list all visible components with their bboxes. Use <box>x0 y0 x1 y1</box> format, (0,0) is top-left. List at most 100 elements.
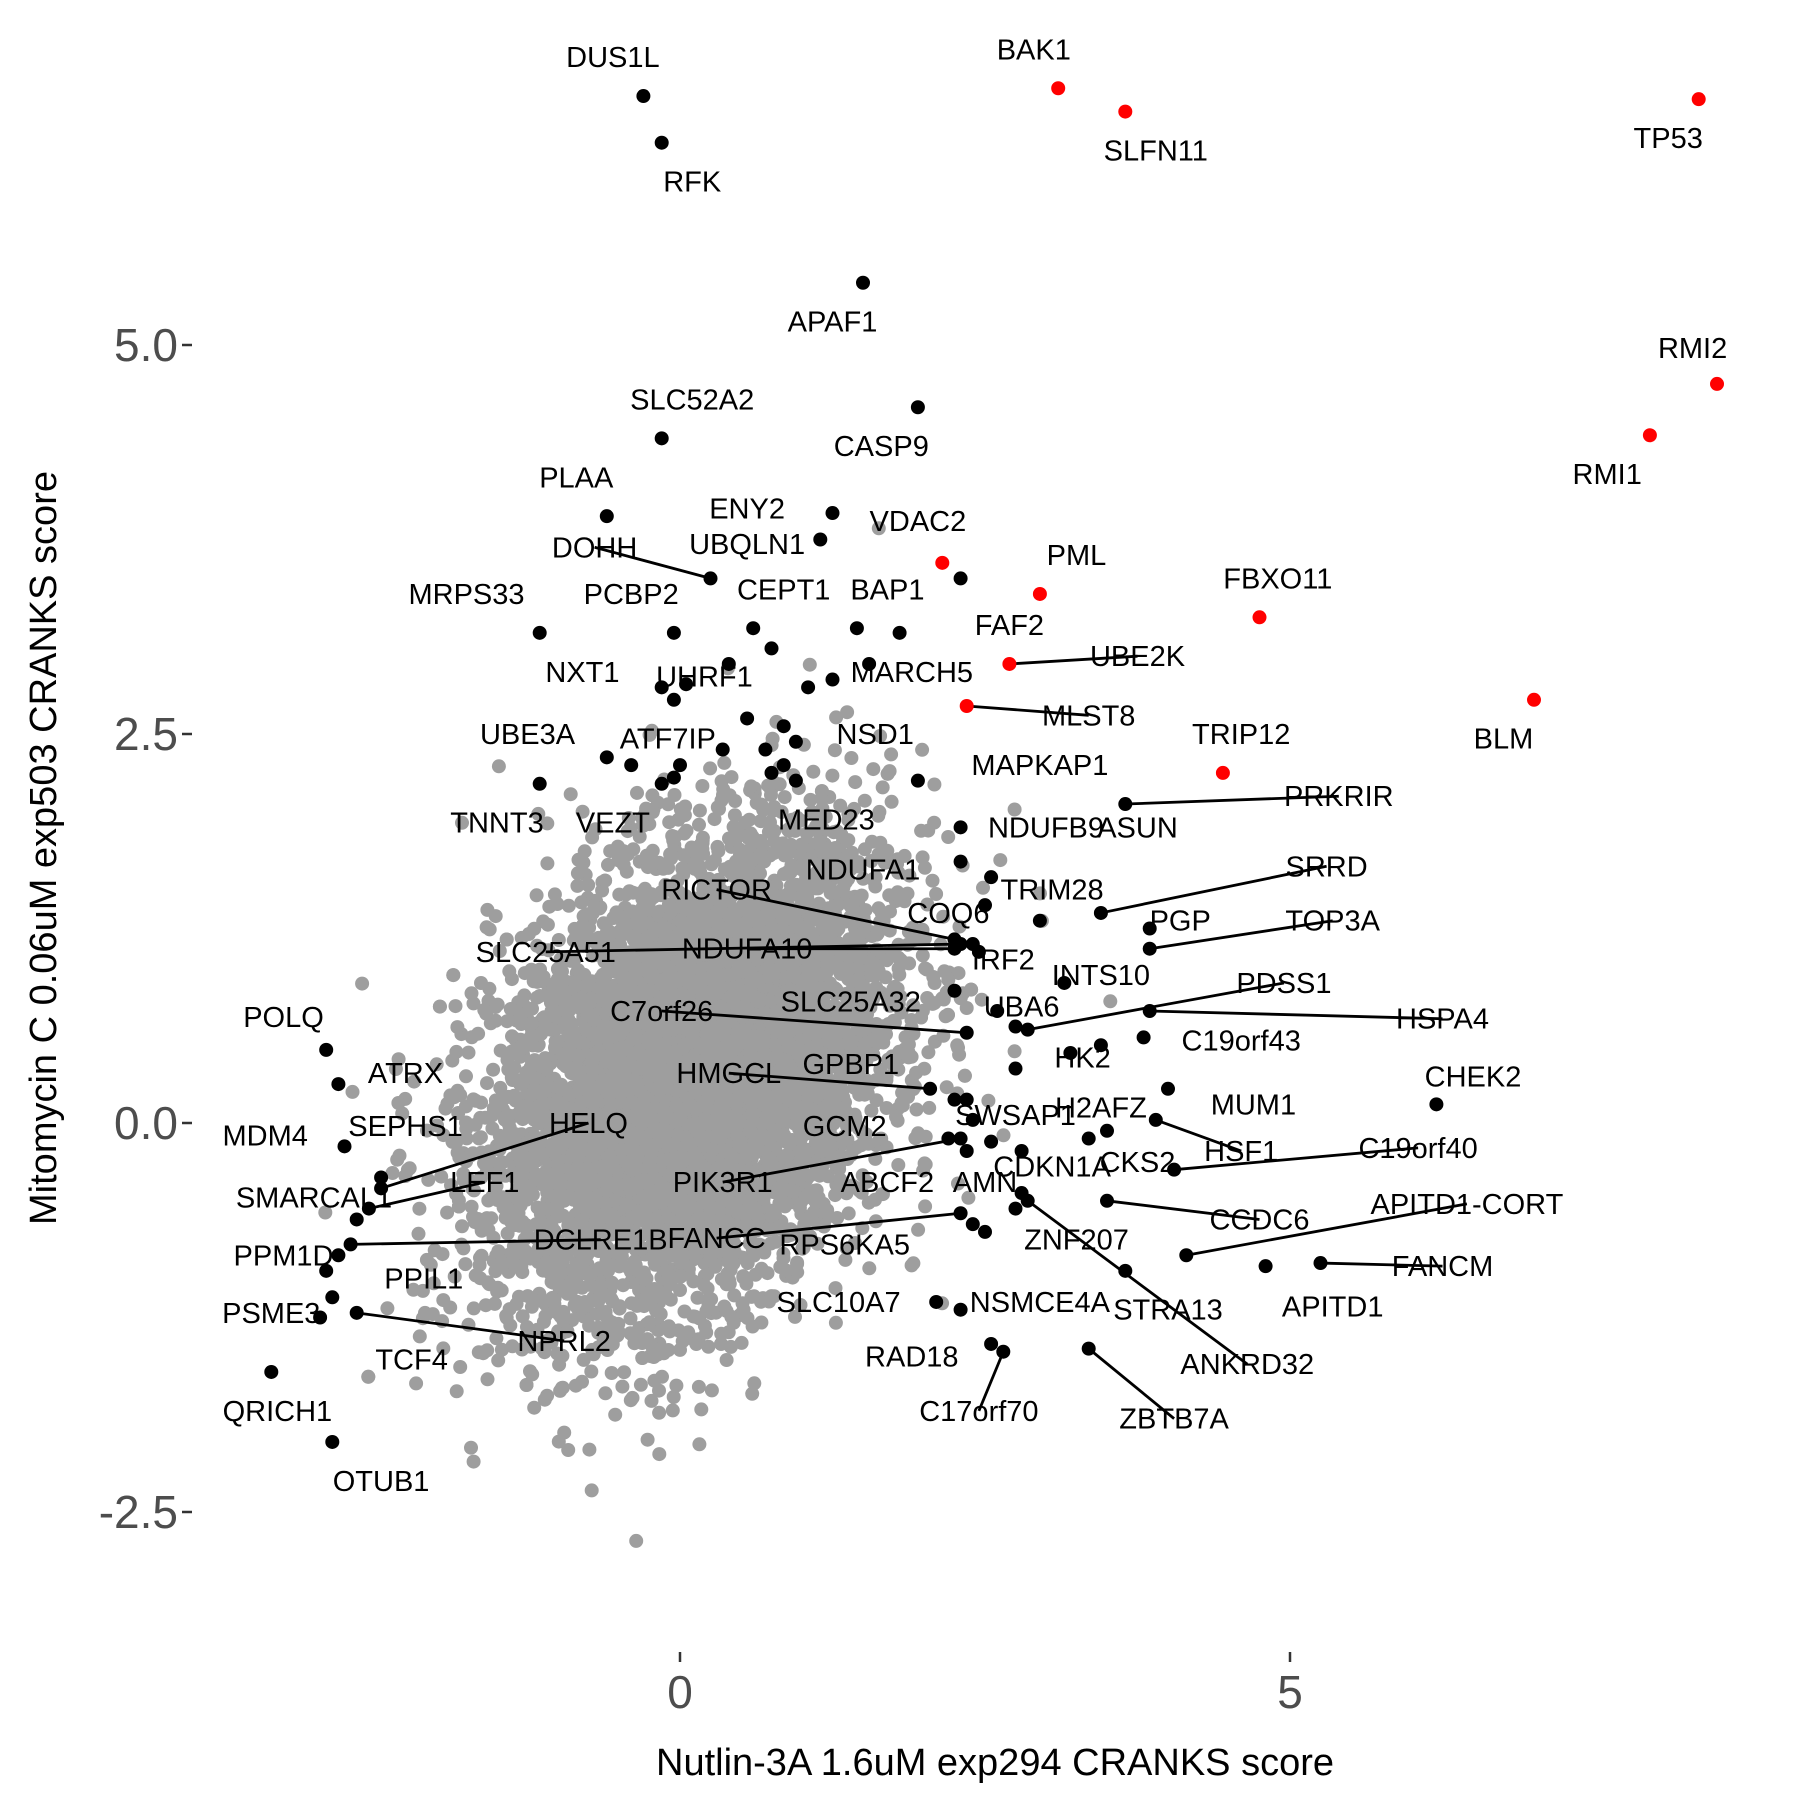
background-point <box>941 830 956 844</box>
background-point <box>466 1301 481 1316</box>
background-point <box>436 1341 451 1356</box>
background-point <box>561 898 576 913</box>
background-points <box>318 521 1118 1548</box>
background-point <box>649 1303 663 1318</box>
background-point <box>921 823 936 838</box>
background-point <box>480 1372 495 1387</box>
background-point <box>540 1388 555 1403</box>
background-point <box>494 1342 509 1357</box>
background-point <box>902 868 917 883</box>
background-point <box>409 1376 424 1391</box>
background-point <box>630 785 644 800</box>
background-point <box>689 1337 704 1351</box>
background-point <box>633 1377 648 1392</box>
background-point <box>854 888 869 903</box>
background-point <box>793 1298 808 1312</box>
background-point <box>884 794 899 809</box>
background-point <box>666 1390 681 1404</box>
background-point <box>440 1205 455 1220</box>
background-point <box>503 1318 518 1333</box>
background-point <box>828 1188 843 1203</box>
background-point <box>673 1342 687 1357</box>
background-point <box>974 992 989 1007</box>
background-point <box>412 1329 427 1344</box>
background-point <box>920 897 935 912</box>
background-point <box>448 999 463 1014</box>
background-point <box>575 1280 590 1295</box>
background-point <box>608 1407 623 1422</box>
background-point <box>506 1060 521 1075</box>
background-point <box>570 878 585 893</box>
background-point <box>601 857 615 872</box>
background-point <box>486 1062 501 1077</box>
background-point <box>915 742 930 757</box>
background-point <box>925 873 940 888</box>
background-point <box>435 1247 450 1262</box>
background-point <box>909 1065 924 1080</box>
background-point <box>909 1102 924 1117</box>
background-point <box>491 1353 506 1368</box>
background-point <box>582 1442 597 1457</box>
background-point <box>355 976 370 991</box>
background-point <box>717 755 732 770</box>
background-point <box>461 1045 476 1060</box>
background-point <box>734 1335 749 1350</box>
background-point <box>449 1384 464 1399</box>
background-point <box>525 1367 540 1382</box>
background-point <box>527 1400 542 1415</box>
background-point <box>491 759 506 774</box>
background-point <box>318 1205 333 1220</box>
background-point <box>1103 994 1118 1009</box>
background-point <box>703 761 718 776</box>
background-point <box>480 1076 494 1091</box>
background-point <box>561 1443 576 1457</box>
background-point <box>908 1131 923 1146</box>
background-point <box>993 853 1008 868</box>
background-point <box>426 1276 441 1291</box>
background-point <box>692 817 706 832</box>
background-point <box>961 1190 976 1205</box>
background-point <box>939 1080 954 1095</box>
background-point <box>502 1302 517 1317</box>
background-point <box>584 1364 599 1379</box>
background-point <box>479 920 494 935</box>
background-point <box>694 1402 709 1417</box>
background-point <box>450 1083 465 1098</box>
background-point <box>726 1256 741 1271</box>
background-point <box>453 1360 468 1374</box>
background-point <box>464 1440 478 1455</box>
background-point <box>915 948 930 963</box>
background-point <box>917 860 932 875</box>
background-point <box>710 839 725 854</box>
background-point <box>639 848 654 863</box>
background-point <box>547 887 562 902</box>
background-point <box>652 1447 667 1462</box>
background-point <box>527 921 542 936</box>
background-point <box>665 1403 680 1418</box>
background-point <box>555 1381 569 1395</box>
background-point <box>447 1269 462 1284</box>
background-point <box>429 1057 444 1072</box>
background-point <box>466 996 481 1011</box>
background-point <box>695 779 710 793</box>
background-point <box>959 1001 974 1015</box>
background-point <box>640 1432 655 1447</box>
background-point <box>830 1211 845 1225</box>
background-point <box>844 751 859 765</box>
background-point <box>542 899 557 914</box>
background-point <box>345 1084 360 1099</box>
background-point <box>697 1318 712 1333</box>
background-point <box>875 780 890 795</box>
background-point <box>927 777 942 792</box>
background-point <box>777 790 792 805</box>
background-point <box>412 1201 427 1216</box>
background-point <box>615 1379 630 1394</box>
background-point <box>471 1026 486 1041</box>
background-point <box>719 1353 734 1367</box>
background-point <box>581 878 596 892</box>
background-point <box>623 1393 638 1408</box>
background-point <box>866 762 881 777</box>
background-point <box>434 1169 449 1184</box>
background-point <box>515 1309 530 1324</box>
background-point <box>704 1383 719 1398</box>
